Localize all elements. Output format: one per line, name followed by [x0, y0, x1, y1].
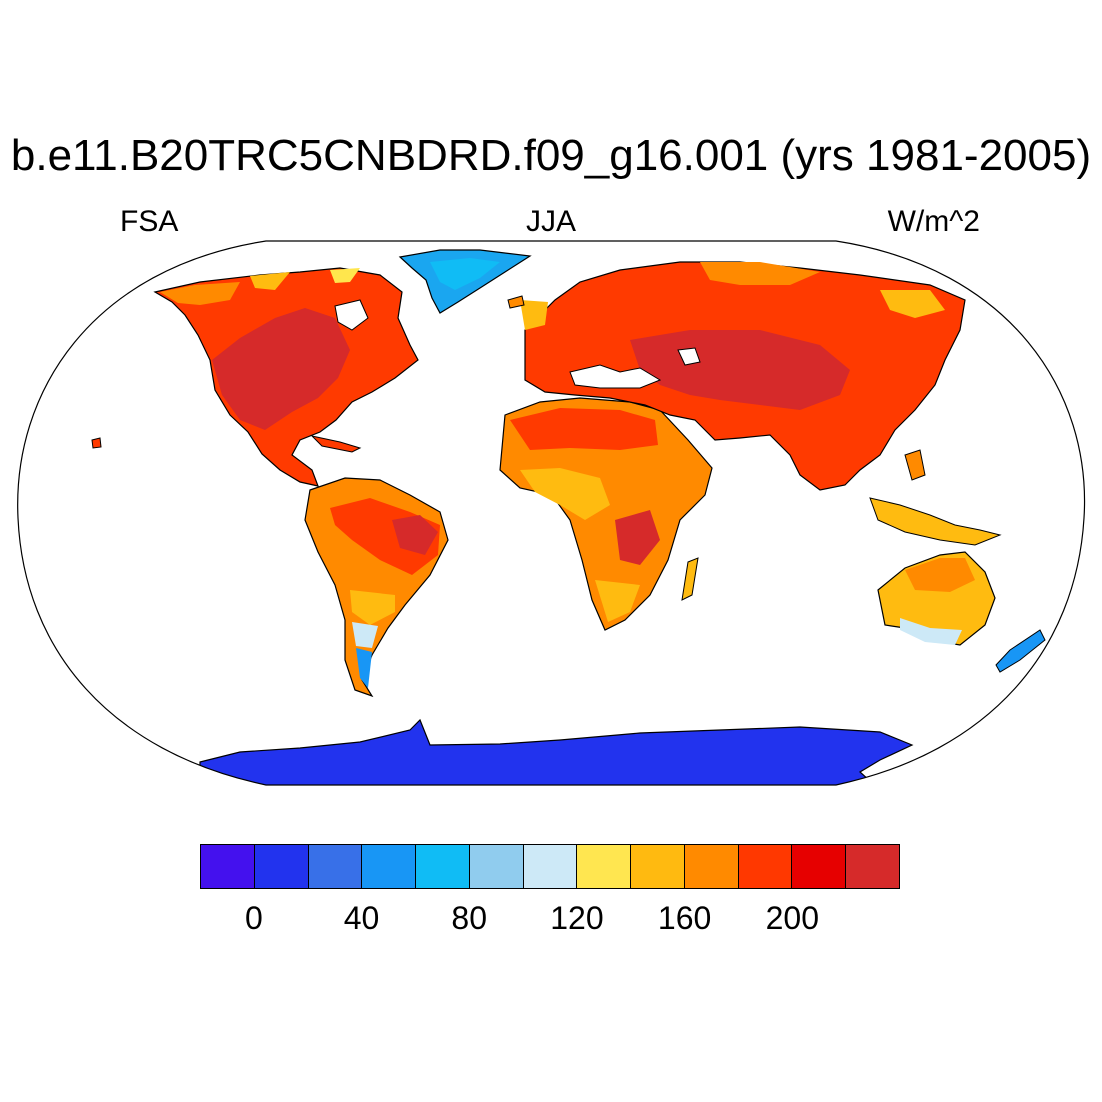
antarctica-region	[199, 718, 914, 785]
variable-label: FSA	[120, 205, 179, 238]
colorbar-box	[416, 845, 470, 888]
colorbar-tick-label: 160	[657, 900, 712, 936]
colorbar-box	[362, 845, 417, 888]
plot-title: b.e11.B20TRC5CNBDRD.f09_g16.001 (yrs 198…	[10, 131, 1092, 180]
colorbar-box	[792, 845, 847, 888]
colorbar-box	[308, 845, 363, 888]
colorbar-tick-label: 0	[244, 900, 263, 936]
colorbar	[200, 844, 900, 889]
units-label: W/m^2	[887, 205, 980, 238]
colorbar-tick-label: 200	[765, 900, 819, 936]
colorbar-box	[201, 845, 255, 888]
colorbar-tick-label: 80	[451, 900, 488, 936]
season-label: JJA	[525, 205, 576, 238]
colorbar-tick-label: 40	[343, 900, 380, 936]
colorbar-box	[254, 845, 309, 888]
colorbar-box	[577, 845, 632, 888]
colorbar-box	[684, 845, 739, 888]
colorbar-box	[738, 845, 793, 888]
map-outline	[17, 240, 1086, 786]
colorbar-tick-label: 120	[550, 900, 604, 936]
colorbar-ticks: 0 40 80 120 160 200	[200, 896, 900, 940]
colorbar-box	[469, 845, 524, 888]
colorbar-box	[523, 845, 578, 888]
colorbar-box	[631, 845, 685, 888]
colorbar-box	[846, 845, 899, 888]
